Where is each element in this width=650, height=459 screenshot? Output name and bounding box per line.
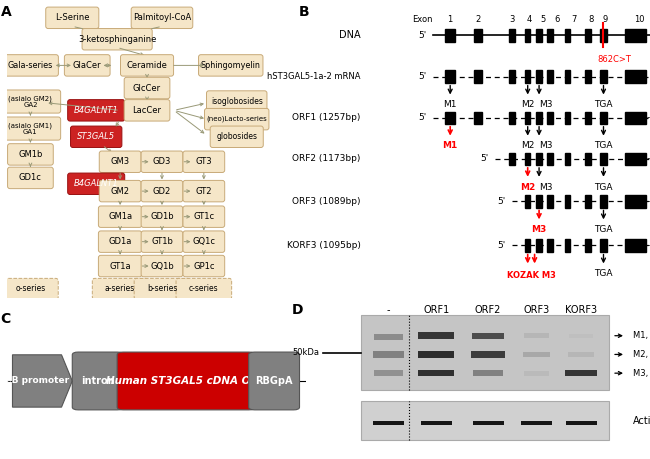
- Text: 8: 8: [589, 15, 594, 24]
- Text: b-series: b-series: [147, 284, 177, 293]
- Text: GM1b: GM1b: [18, 150, 43, 159]
- Text: GQ1b: GQ1b: [150, 262, 174, 270]
- Text: ORF2: ORF2: [475, 305, 501, 315]
- FancyBboxPatch shape: [205, 108, 269, 130]
- Text: 1: 1: [448, 15, 453, 24]
- Text: B4GALNT1: B4GALNT1: [74, 106, 118, 115]
- Bar: [569, 334, 593, 338]
- Bar: [509, 153, 515, 165]
- Text: hST3GAL5-1a-2 mRNA: hST3GAL5-1a-2 mRNA: [267, 72, 361, 81]
- Bar: [361, 315, 608, 390]
- Bar: [521, 421, 552, 425]
- Text: M2: M2: [521, 141, 534, 151]
- FancyBboxPatch shape: [64, 55, 110, 76]
- Bar: [361, 401, 608, 440]
- Text: globosides: globosides: [216, 132, 257, 141]
- Text: 5': 5': [419, 72, 427, 81]
- Bar: [509, 29, 515, 42]
- Bar: [536, 153, 541, 165]
- FancyBboxPatch shape: [141, 206, 183, 227]
- Text: - 3': - 3': [647, 154, 650, 163]
- Text: C: C: [1, 312, 11, 326]
- Bar: [601, 195, 606, 207]
- Text: ORF3 (1089bp): ORF3 (1089bp): [292, 197, 361, 206]
- Bar: [474, 70, 482, 83]
- Text: 6: 6: [554, 15, 560, 24]
- Polygon shape: [12, 355, 72, 407]
- Text: 7: 7: [571, 15, 577, 24]
- Text: M1: M1: [443, 101, 457, 109]
- Bar: [547, 239, 553, 252]
- Bar: [473, 421, 504, 425]
- Text: D: D: [292, 303, 303, 317]
- Bar: [445, 29, 456, 42]
- Text: Exon: Exon: [412, 15, 433, 24]
- Text: - 3': - 3': [647, 241, 650, 250]
- Bar: [445, 112, 456, 124]
- Text: M2, 45kDa: M2, 45kDa: [632, 350, 650, 359]
- Text: (asialo GM1)
GA1: (asialo GM1) GA1: [8, 122, 53, 135]
- Text: GD1a: GD1a: [109, 237, 132, 246]
- FancyBboxPatch shape: [72, 352, 123, 410]
- Bar: [547, 70, 553, 83]
- FancyBboxPatch shape: [183, 180, 225, 202]
- Text: ORF1 (1257bp): ORF1 (1257bp): [292, 113, 361, 122]
- Text: TGA: TGA: [594, 269, 613, 278]
- Bar: [586, 195, 591, 207]
- Bar: [473, 370, 504, 376]
- Text: M2: M2: [520, 183, 536, 191]
- FancyBboxPatch shape: [117, 352, 255, 410]
- Bar: [419, 332, 454, 339]
- Bar: [474, 112, 482, 124]
- Text: a-series: a-series: [105, 284, 135, 293]
- Bar: [372, 421, 404, 425]
- Bar: [565, 29, 570, 42]
- Bar: [565, 70, 570, 83]
- Text: GQ1c: GQ1c: [192, 237, 215, 246]
- Text: GT2: GT2: [196, 187, 212, 196]
- Text: TGA: TGA: [594, 225, 613, 234]
- Text: KORF3: KORF3: [565, 305, 597, 315]
- Bar: [601, 239, 606, 252]
- Bar: [509, 112, 515, 124]
- Bar: [565, 153, 570, 165]
- Bar: [523, 352, 550, 357]
- Bar: [586, 239, 591, 252]
- FancyBboxPatch shape: [68, 100, 125, 121]
- Text: Human ST3GAL5 cDNA ORF: Human ST3GAL5 cDNA ORF: [106, 376, 266, 386]
- Text: M3: M3: [539, 183, 552, 191]
- FancyBboxPatch shape: [131, 7, 193, 28]
- Text: KOZAK M3: KOZAK M3: [507, 271, 556, 280]
- Text: Ceramide: Ceramide: [127, 61, 168, 70]
- Bar: [472, 333, 504, 339]
- FancyBboxPatch shape: [141, 151, 183, 173]
- FancyBboxPatch shape: [124, 77, 170, 99]
- Bar: [547, 195, 553, 207]
- FancyBboxPatch shape: [3, 55, 58, 76]
- FancyBboxPatch shape: [207, 91, 267, 112]
- Bar: [625, 70, 646, 83]
- Text: GP1c: GP1c: [193, 262, 214, 270]
- Bar: [524, 333, 549, 338]
- Text: o-series: o-series: [16, 284, 46, 293]
- Text: LacCer: LacCer: [133, 106, 162, 115]
- Bar: [373, 351, 404, 358]
- Text: GM2: GM2: [111, 187, 129, 196]
- Text: Actin: Actin: [632, 416, 650, 426]
- Text: Gala-series: Gala-series: [8, 61, 53, 70]
- Text: RBGpA: RBGpA: [255, 376, 293, 386]
- Text: intron: intron: [81, 376, 114, 386]
- Text: 5': 5': [419, 31, 427, 40]
- Text: 862C>T: 862C>T: [597, 55, 630, 64]
- Text: GlaCer: GlaCer: [73, 61, 101, 70]
- Text: 5': 5': [480, 154, 489, 163]
- Bar: [525, 239, 530, 252]
- Bar: [421, 421, 452, 425]
- Bar: [625, 195, 646, 207]
- Bar: [601, 29, 606, 42]
- Text: (neo)Lacto-series: (neo)Lacto-series: [206, 116, 267, 123]
- Bar: [565, 370, 597, 376]
- Text: 2: 2: [475, 15, 480, 24]
- Text: M3: M3: [532, 225, 547, 234]
- Text: DNA: DNA: [339, 30, 361, 40]
